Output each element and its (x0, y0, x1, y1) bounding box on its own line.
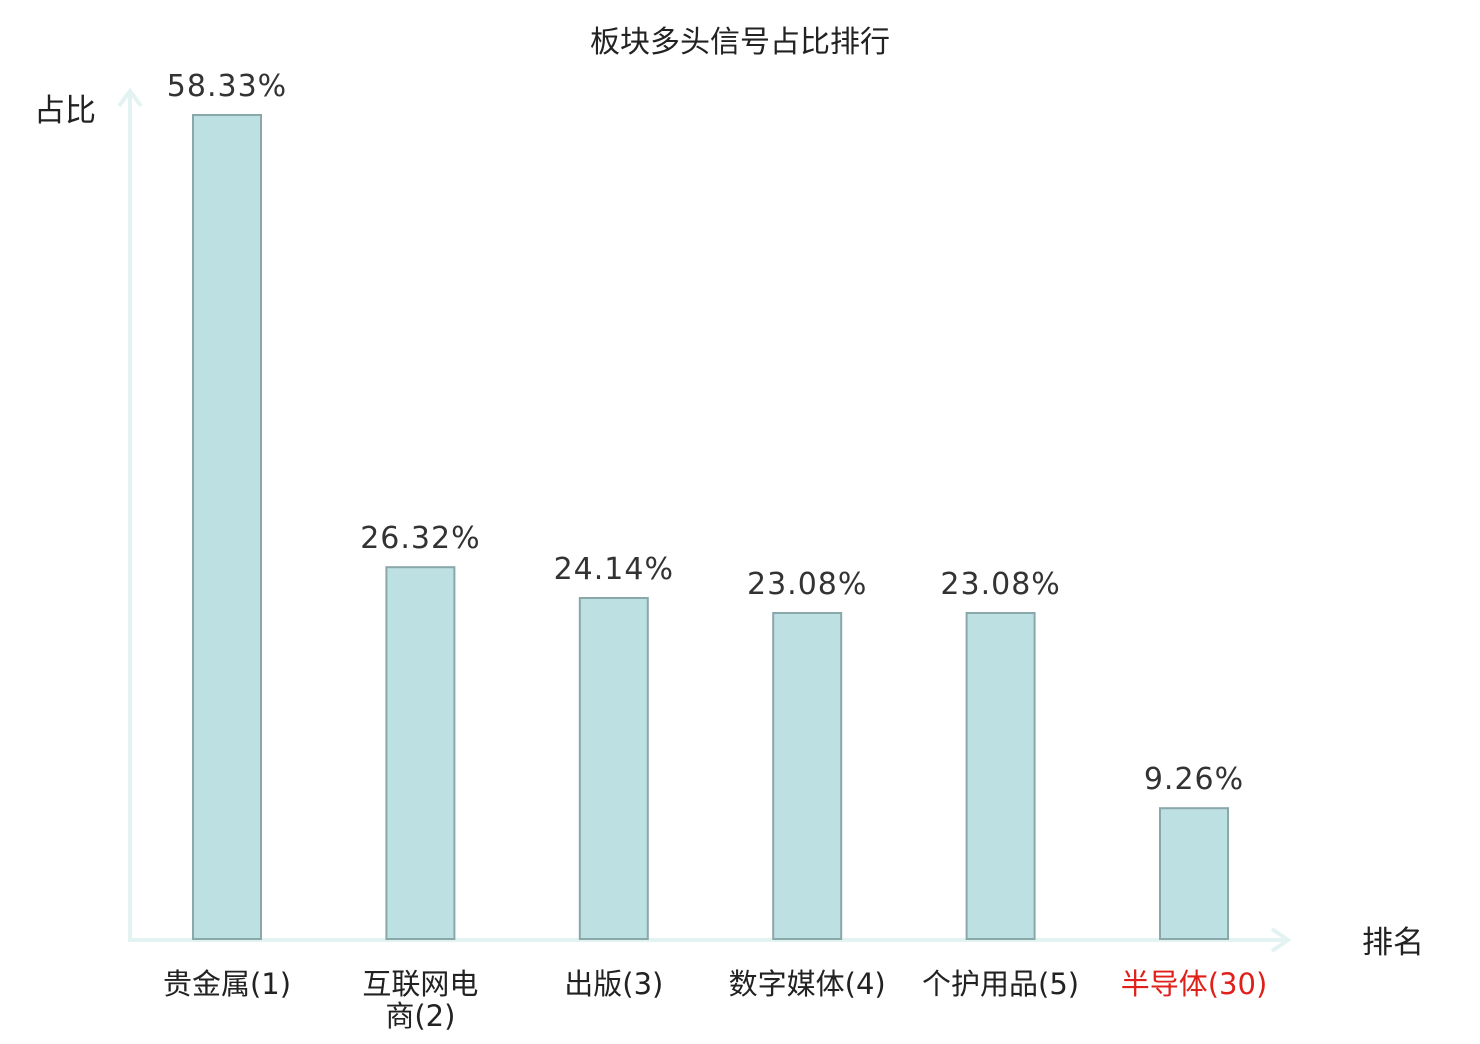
bar-5 (1159, 807, 1229, 941)
tick-labels-group: 贵金属(1) 互联网电商(2) 出版(3) 数字媒体(4) 个护用品(5) 半导体(30) (163, 967, 1267, 1033)
tick-label-0: 贵金属(1) (163, 967, 291, 1001)
value-labels-group: 58.33% 26.32% 24.14% 23.08% 23.08% 9.26% (167, 69, 1244, 797)
tick-label-1-line-0: 互联网电 (362, 967, 478, 1001)
bar-4 (965, 612, 1036, 940)
y-axis-label: 占比 (34, 93, 96, 129)
bar-1 (385, 566, 456, 940)
chart-title: 板块多头信号占比排行 (590, 25, 890, 60)
tick-label-3-line-0: 数字媒体(4) (729, 967, 886, 1001)
bars-group (192, 114, 1229, 941)
value-label-0: 58.33% (167, 69, 287, 104)
value-label-5: 9.26% (1144, 762, 1244, 797)
bar-2 (578, 597, 649, 940)
tick-label-5-line-0: 半导体(30) (1121, 967, 1268, 1001)
tick-label-4-line-0: 个护用品(5) (922, 967, 1079, 1001)
x-axis-arrow (1270, 927, 1292, 953)
y-axis-arrow (117, 87, 143, 108)
tick-label-2-line-0: 出版(3) (564, 967, 663, 1001)
bar-3 (772, 612, 843, 940)
value-label-4: 23.08% (940, 567, 1060, 602)
tick-label-4: 个护用品(5) (922, 967, 1079, 1001)
x-axis-label: 排名 (1362, 925, 1424, 961)
tick-label-3: 数字媒体(4) (729, 967, 886, 1001)
tick-label-1-line-1: 商(2) (385, 999, 455, 1033)
tick-label-5: 半导体(30) (1121, 967, 1268, 1001)
value-label-2: 24.14% (554, 552, 674, 587)
axes (117, 87, 1292, 953)
value-label-3: 23.08% (747, 567, 867, 602)
bar-0 (192, 114, 262, 940)
tick-label-1: 互联网电商(2) (362, 967, 478, 1033)
tick-label-0-line-0: 贵金属(1) (163, 967, 291, 1001)
value-label-1: 26.32% (360, 521, 480, 556)
tick-label-2: 出版(3) (564, 967, 663, 1001)
